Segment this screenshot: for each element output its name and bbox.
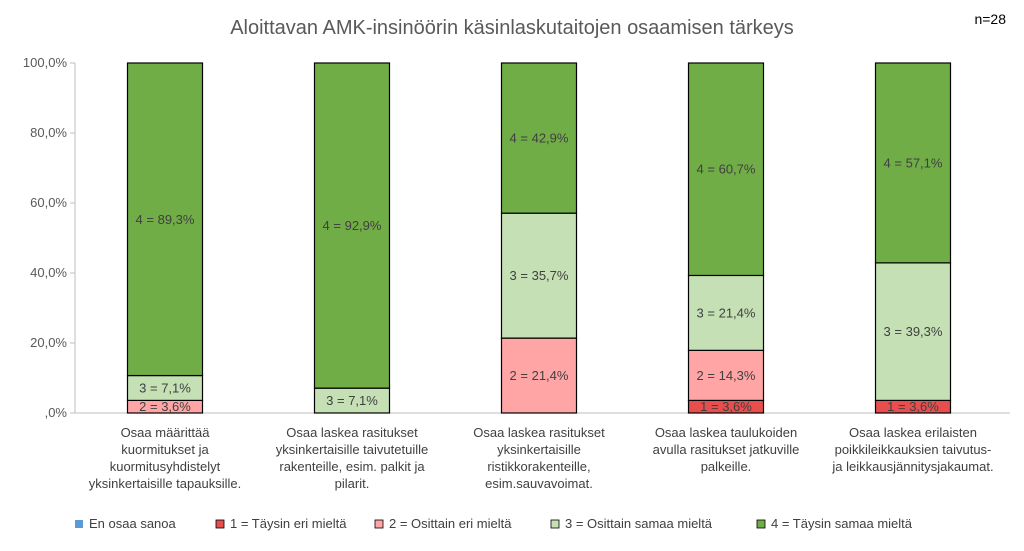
legend-swatch [756,519,766,529]
y-tick-label: 80,0% [30,125,67,140]
category-label: Osaa määrittää [121,425,211,440]
data-label: 1 = 3,6% [887,399,939,414]
bar-segment [313,62,391,389]
y-tick-label: 40,0% [30,265,67,280]
data-label: 3 = 39,3% [884,324,943,339]
category-label: rakenteille, esim. palkit ja [279,459,425,474]
category-labels: Osaa määrittää kuormitukset ja kuormitusyh… [89,425,994,491]
category-label: Osaa laskea taulukoiden [655,425,797,440]
category-label: Osaa laskea rasitukset [473,425,605,440]
category-label: kuormitukset ja [121,442,209,457]
data-label: 4 = 42,9% [510,131,569,146]
y-tick-label: 20,0% [30,335,67,350]
legend-label: 1 = Täysin eri mieltä [230,516,347,531]
legend-label: 2 = Osittain eri mieltä [389,516,512,531]
bar-segment [874,62,952,264]
category-label: palkeille. [701,459,752,474]
bar-segment [500,212,578,339]
legend-label: En osaa sanoa [89,516,177,531]
data-label: 4 = 92,9% [323,218,382,233]
legend-swatch [374,519,384,529]
data-label: 4 = 60,7% [697,162,756,177]
bar-segment [687,62,765,277]
y-tick-label: ,0% [45,405,68,420]
y-tick-label: 60,0% [30,195,67,210]
category-label: yksinkertaisille taivutetuille [276,442,428,457]
category-label: yksinkertaisille tapauksille. [89,476,241,491]
data-label: 4 = 57,1% [884,155,943,170]
category-label: ristikkorakenteille, [487,459,590,474]
data-label: 3 = 7,1% [139,380,191,395]
bar-segment [126,62,204,377]
bar-segment [500,62,578,214]
data-label: 2 = 3,6% [139,399,191,414]
legend-label: 4 = Täysin samaa mieltä [771,516,913,531]
legend-swatch [215,519,225,529]
bar-segment [687,274,765,351]
category-label: yksinkertaisille [497,442,581,457]
sample-size-note: n=28 [974,11,1006,27]
category-label: esim.sauvavoimat. [485,476,593,491]
data-label: 3 = 7,1% [326,393,378,408]
legend-swatch [550,519,560,529]
category-label: pilarit. [335,476,370,491]
data-label: 2 = 21,4% [510,368,569,383]
data-label: 4 = 89,3% [136,212,195,227]
legend: En osaa sanoa 1 = Täysin eri mieltä 2 = Os… [75,516,913,531]
data-label: 3 = 35,7% [510,268,569,283]
bars: 2 = 3,6% 3 = 7,1% 4 = 89,3% 3 = 7,1% 4 = 92,… [126,62,952,414]
data-label: 2 = 14,3% [697,368,756,383]
chart-title: Aloittavan AMK-insinöörin käsinlaskutait… [230,17,794,39]
data-label: 1 = 3,6% [700,399,752,414]
bar-segment [874,262,952,402]
y-tick-label: 100,0% [23,55,68,70]
bar-segment [500,337,578,414]
category-label: Osaa laskea rasitukset [286,425,418,440]
category-label: avulla rasitukset jatkuville [653,442,800,457]
category-label: kuormitusyhdistelyt [110,459,221,474]
category-label: poikkileikkauksien taivutus- [835,442,992,457]
category-label: Osaa laskea erilaisten [849,425,977,440]
data-label: 3 = 21,4% [697,305,756,320]
legend-swatch [75,520,83,528]
category-label: ja leikkausjännitysjakaumat. [831,459,993,474]
bar-segment [687,349,765,402]
legend-label: 3 = Osittain samaa mieltä [565,516,713,531]
